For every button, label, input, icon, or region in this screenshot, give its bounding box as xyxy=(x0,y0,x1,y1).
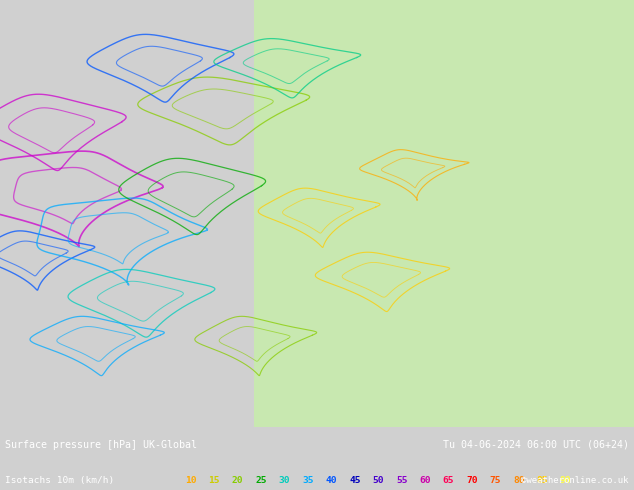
Text: 75: 75 xyxy=(489,476,501,485)
Text: Tu 04-06-2024 06:00 UTC (06+24): Tu 04-06-2024 06:00 UTC (06+24) xyxy=(443,440,629,450)
Text: 65: 65 xyxy=(443,476,454,485)
Text: 40: 40 xyxy=(326,476,337,485)
Text: 55: 55 xyxy=(396,476,408,485)
Text: 85: 85 xyxy=(536,476,548,485)
Text: 90: 90 xyxy=(560,476,571,485)
Text: 20: 20 xyxy=(232,476,243,485)
Text: 15: 15 xyxy=(209,476,220,485)
Text: Surface pressure [hPa] UK-Global: Surface pressure [hPa] UK-Global xyxy=(5,440,197,450)
Text: 35: 35 xyxy=(302,476,314,485)
Text: 30: 30 xyxy=(279,476,290,485)
FancyBboxPatch shape xyxy=(520,22,583,85)
FancyBboxPatch shape xyxy=(558,120,634,171)
Text: ©weatheronline.co.uk: ©weatheronline.co.uk xyxy=(521,476,629,485)
FancyBboxPatch shape xyxy=(254,0,634,427)
Text: 60: 60 xyxy=(419,476,431,485)
Text: 50: 50 xyxy=(373,476,384,485)
Text: Isotachs 10m (km/h): Isotachs 10m (km/h) xyxy=(5,476,120,485)
Text: 25: 25 xyxy=(256,476,267,485)
Text: 10: 10 xyxy=(185,476,197,485)
Text: 70: 70 xyxy=(466,476,477,485)
Text: 80: 80 xyxy=(513,476,524,485)
Text: 45: 45 xyxy=(349,476,361,485)
